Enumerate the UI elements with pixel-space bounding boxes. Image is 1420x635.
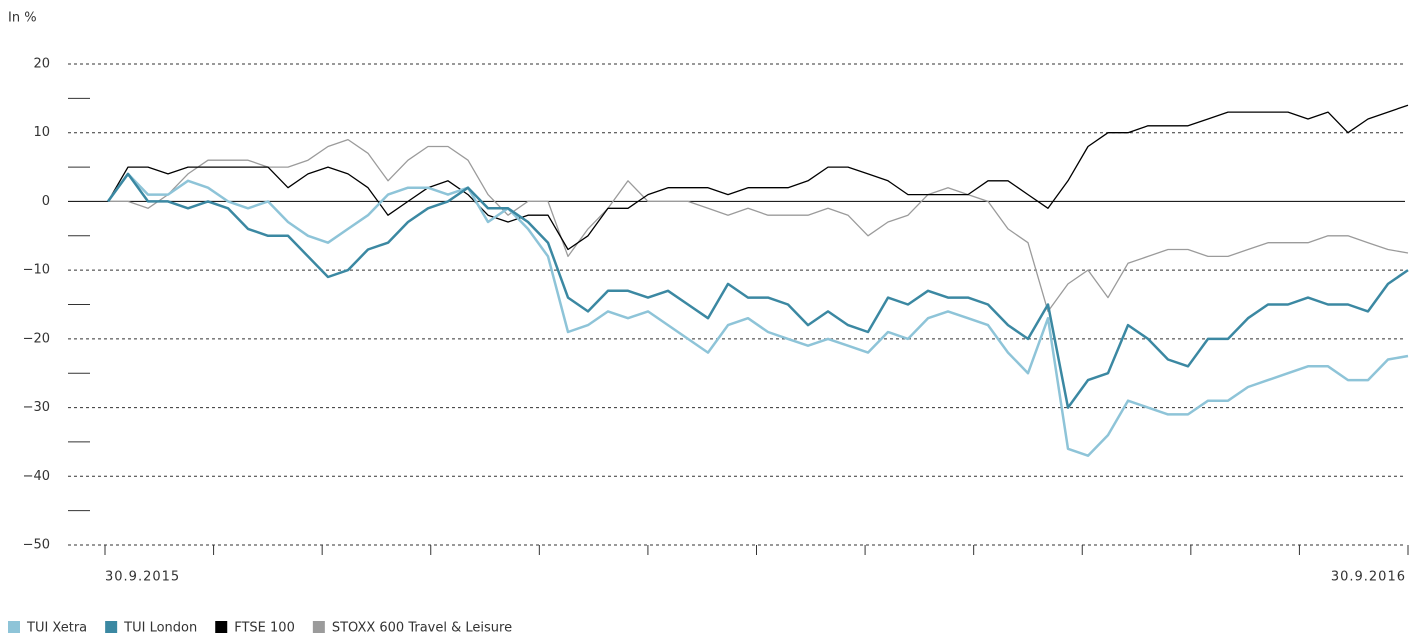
legend-swatch	[8, 621, 20, 633]
y-tick-label: 0	[42, 194, 50, 209]
legend-swatch	[215, 621, 228, 633]
legend-label: TUI Xetra	[26, 621, 87, 635]
y-tick-label: −10	[23, 263, 50, 278]
x-tick-label: 30.9.2015	[105, 570, 180, 585]
series-line	[108, 138, 1409, 313]
legend-swatch	[105, 621, 118, 633]
y-axis-label: In %	[8, 11, 37, 26]
legend-label: STOXX 600 Travel & Leisure	[332, 621, 512, 635]
y-tick-label: −50	[23, 538, 50, 553]
y-tick-label: −40	[23, 469, 50, 484]
y-tick-label: −20	[23, 331, 50, 346]
series-line	[107, 104, 1409, 251]
x-tick-label: 30.9.2016	[1331, 570, 1406, 585]
legend-label: FTSE 100	[234, 621, 295, 635]
y-tick-label: 10	[33, 125, 50, 140]
series-line	[106, 172, 1409, 409]
series-line	[106, 172, 1409, 457]
y-tick-label: −30	[23, 400, 50, 415]
y-tick-label: 20	[33, 57, 50, 72]
legend-swatch	[312, 621, 325, 633]
legend-label: TUI London	[123, 621, 197, 635]
